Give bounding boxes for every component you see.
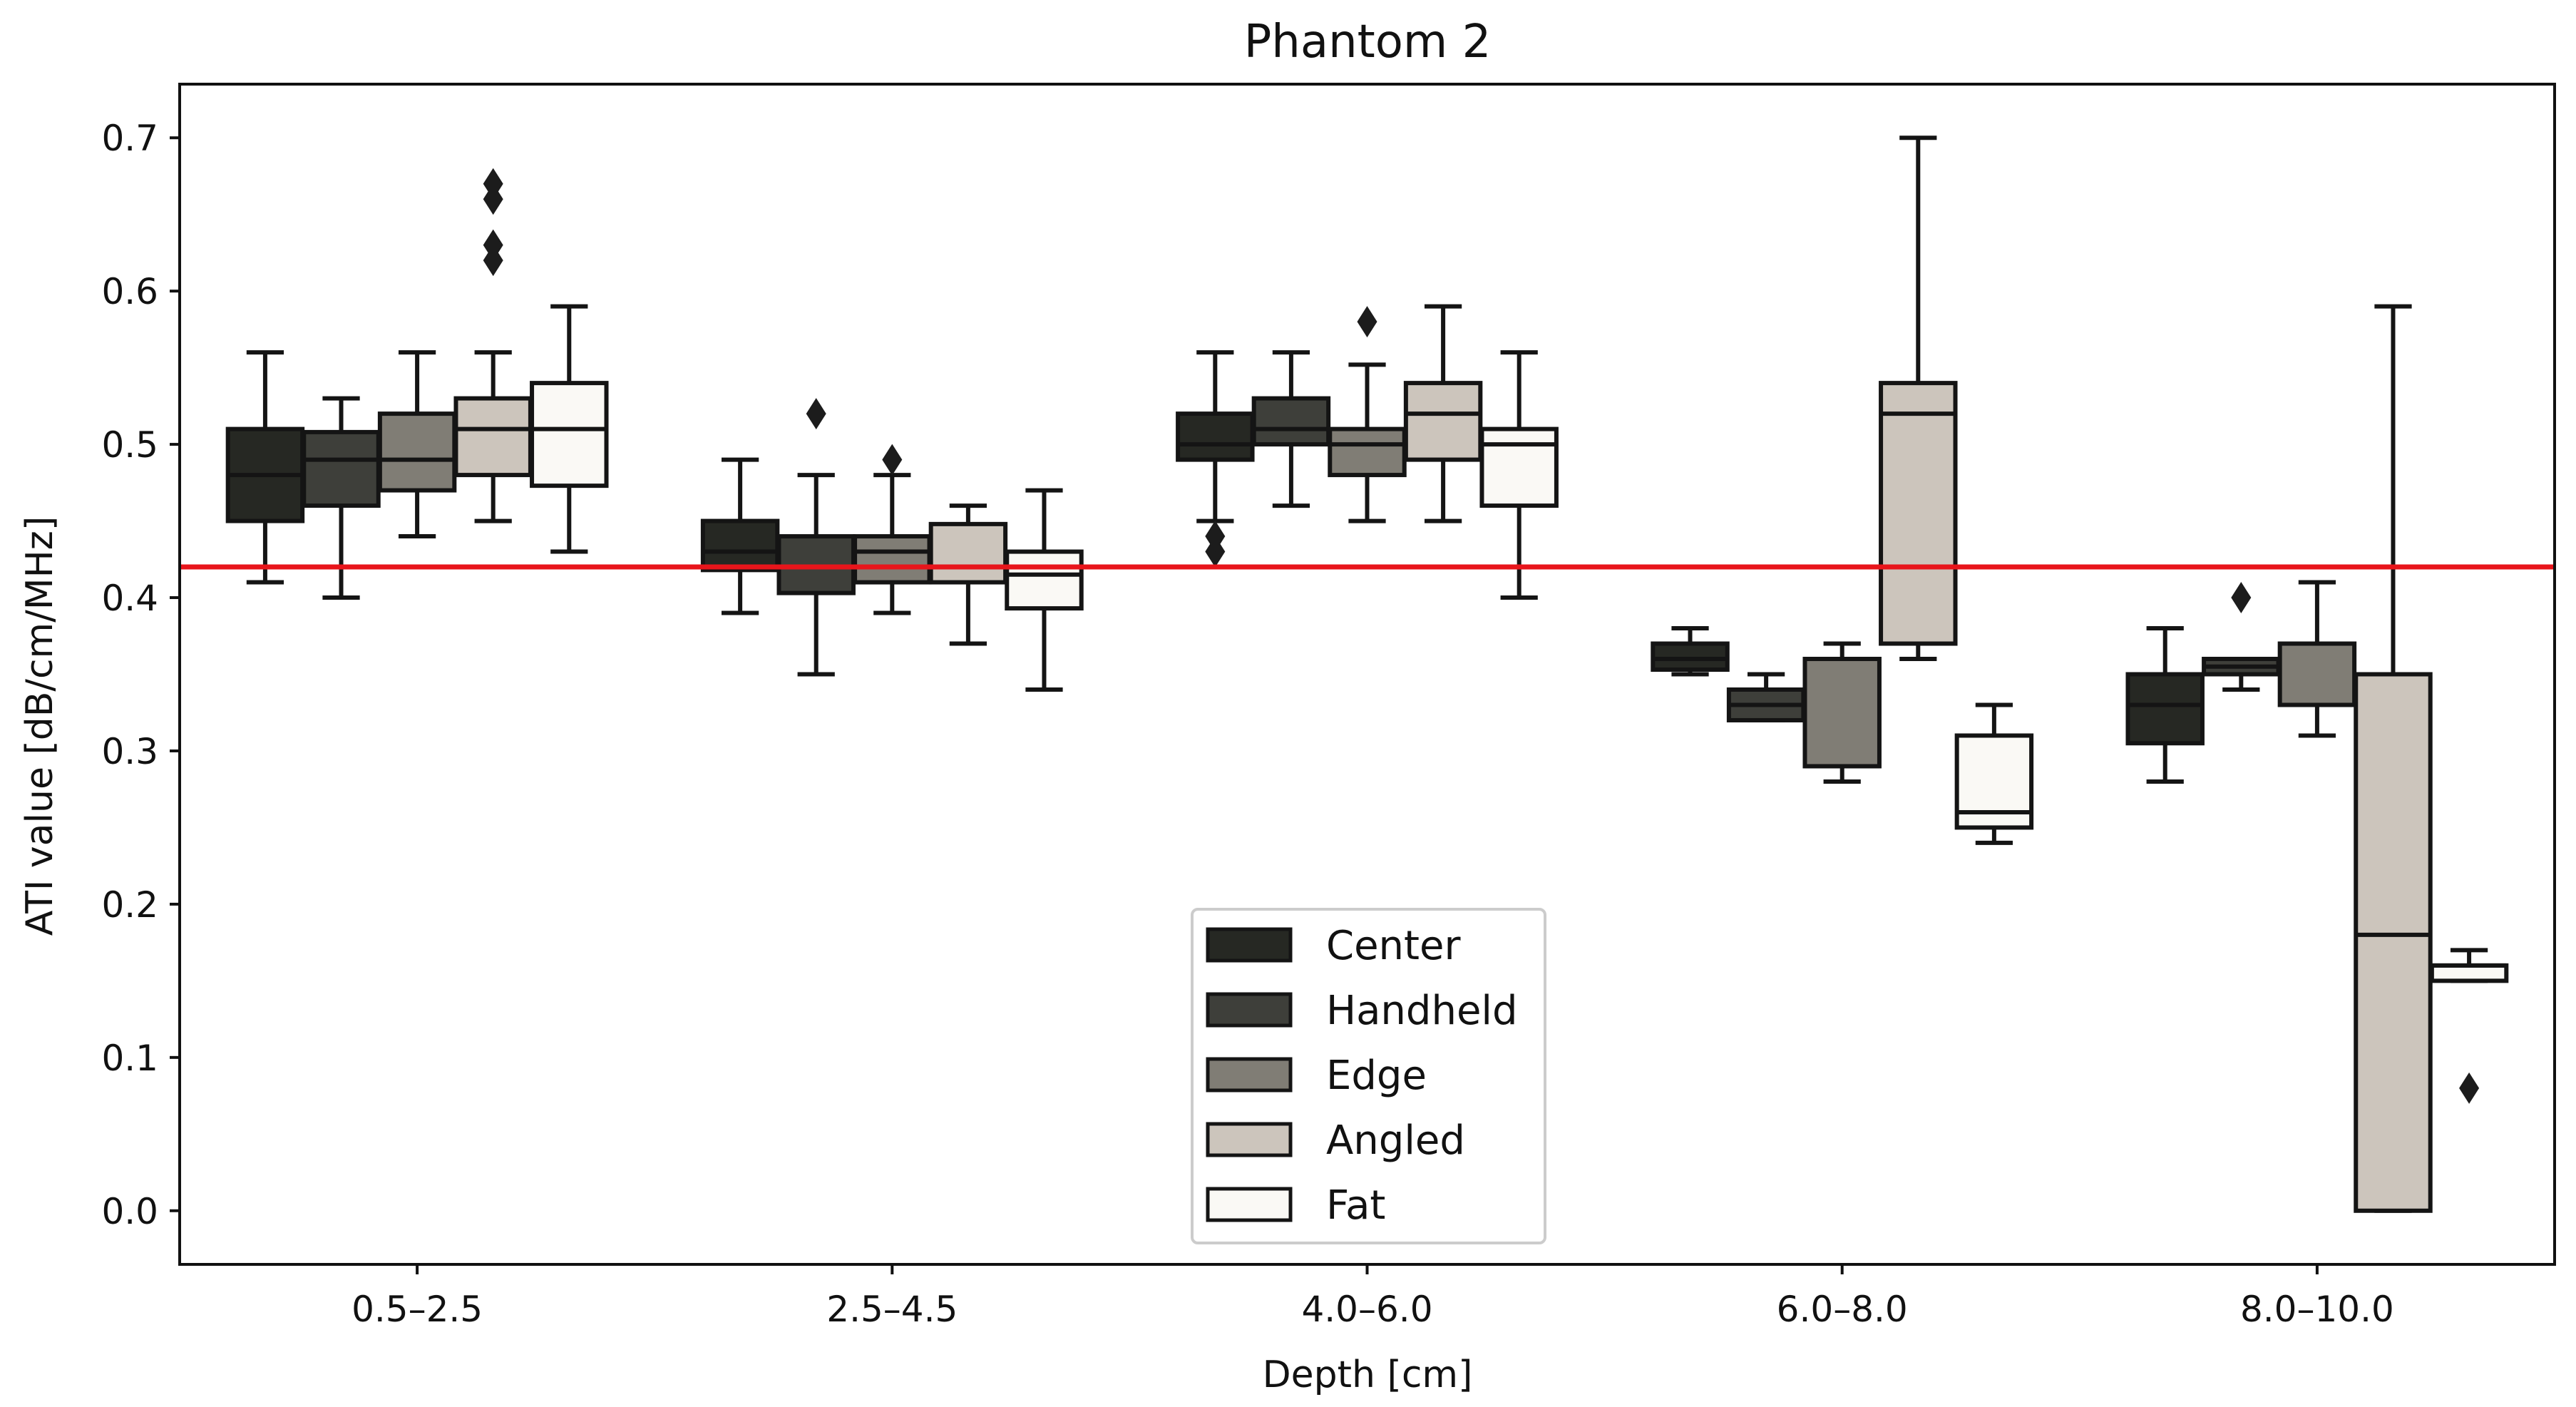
box-fat-5 [2429,948,2509,1104]
y-tick-label: 0.5 [101,424,158,466]
legend-label-fat: Fat [1326,1182,1385,1229]
chart-title: Phantom 2 [1244,16,1492,68]
box-body [2125,672,2205,746]
box-fat-2 [1005,488,1084,692]
legend-label-handheld: Handheld [1326,988,1518,1034]
box-angled-5 [2354,304,2433,1213]
box-body [1005,549,1084,611]
box-handheld-4 [1726,672,1806,722]
outlier-marker [1205,521,1226,553]
box-center-2 [700,457,780,615]
outlier-marker [1357,306,1377,338]
box-center-4 [1651,626,1730,677]
series-handheld [302,350,2281,722]
y-tick-label: 0.0 [101,1191,158,1232]
box-center-3 [1176,350,1255,568]
box-angled-3 [1403,304,1483,523]
y-tick-label: 0.7 [101,118,158,159]
axes: 0.0 0.1 0.2 0.3 0.4 0.5 0.6 0.7 0.5–2.5 2.5–4.5 4.… [101,83,2556,1330]
box-body [1251,396,1331,447]
box-center-1 [225,350,305,585]
box-fat-1 [530,304,609,554]
legend: Center Handheld Edge Angled Fat [1191,908,1546,1244]
box-edge-1 [377,350,457,539]
box-body [2354,672,2433,1213]
y-axis-label: ATI value [dB/cm/MHz] [19,516,61,936]
outlier-marker [483,229,503,261]
box-body [1651,641,1730,672]
box-body [302,429,381,508]
box-body [1328,426,1407,478]
legend-swatch-angled [1206,1122,1293,1157]
legend-swatch-fat [1206,1187,1293,1222]
outlier-marker [806,398,826,430]
box-body [2429,963,2509,983]
box-center-5 [2125,626,2205,784]
box-body [1802,657,1882,769]
box-handheld-3 [1251,350,1331,508]
x-tick-label: 4.0–6.0 [1301,1289,1432,1330]
box-body [1879,381,1958,646]
x-tick-label: 6.0–8.0 [1777,1289,1908,1330]
x-axis-label: Depth [cm] [1263,1354,1473,1396]
y-tick-label: 0.3 [101,731,158,772]
box-body [700,518,780,573]
series-fat [530,304,2509,1104]
box-edge-2 [853,444,932,615]
x-tick-label: 0.5–2.5 [351,1289,483,1330]
x-tick-label: 8.0–10.0 [2240,1289,2394,1330]
box-fat-4 [1954,702,2034,845]
outlier-marker [2459,1072,2480,1104]
box-body [530,381,609,488]
legend-label-angled: Angled [1326,1117,1465,1164]
outlier-marker [483,168,503,200]
outlier-marker [2231,582,2252,614]
y-tick-label: 0.4 [101,578,158,619]
box-body [1403,381,1483,462]
box-fat-3 [1479,350,1559,600]
legend-label-edge: Edge [1326,1053,1427,1099]
legend-label-center: Center [1326,923,1461,969]
y-tick-label: 0.6 [101,271,158,312]
legend-swatch-handheld [1206,992,1293,1028]
box-body [1479,426,1559,508]
series-center [225,350,2205,784]
y-tick-label: 0.1 [101,1038,158,1079]
box-angled-4 [1879,135,1958,662]
y-tick-label: 0.2 [101,884,158,926]
box-body [928,521,1008,585]
box-edge-3 [1328,306,1407,523]
box-edge-4 [1802,641,1882,784]
outlier-marker [882,444,903,476]
series-angled [453,135,2433,1213]
plot-area [180,135,2555,1213]
box-body [1176,411,1255,462]
box-body [2277,641,2357,707]
legend-swatch-edge [1206,1057,1293,1093]
box-angled-1 [453,168,533,523]
legend-swatch-center [1206,927,1293,963]
box-body [453,396,533,478]
box-body [377,411,457,493]
x-tick-label: 2.5–4.5 [826,1289,958,1330]
box-body [853,534,932,585]
